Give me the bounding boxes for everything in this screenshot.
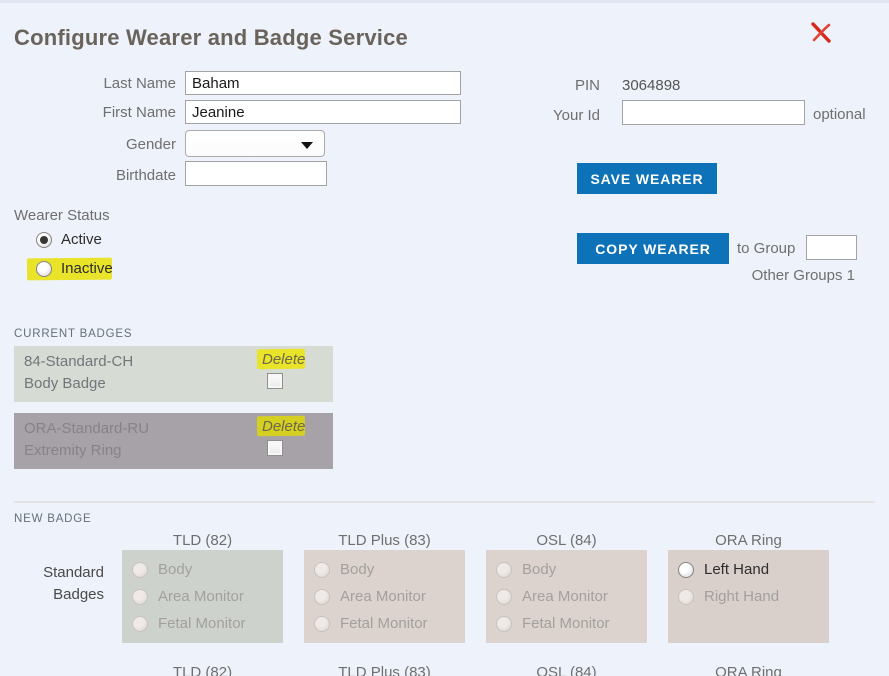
delete-checkbox[interactable] [267,373,283,389]
pin-value: 3064898 [622,77,680,94]
standard-badges-label-line1: Standard [14,562,104,584]
badge-option-row: Right Hand [668,585,829,612]
status-inactive-label: Inactive [61,260,113,277]
close-icon[interactable] [806,17,836,47]
next-column-header-ora-ring: ORA Ring [668,664,829,676]
badge-option-row: Left Hand [668,558,829,585]
column-header-osl: OSL (84) [486,532,647,549]
radio-left-hand-label: Left Hand [704,561,769,578]
next-column-header-tld: TLD (82) [122,664,283,676]
gender-label: Gender [14,136,176,153]
radio-fetal-monitor-label: Fetal Monitor [158,615,246,632]
first-name-label: First Name [14,104,176,121]
last-name-input[interactable] [185,71,461,95]
badge-option-row: Area Monitor [122,585,283,612]
badge-option-row: Area Monitor [304,585,465,612]
radio-fetal-monitor-label: Fetal Monitor [522,615,610,632]
standard-badges-label: Standard Badges [14,562,104,606]
badge-type: Body Badge [24,375,106,392]
new-badge-card-osl: Body Area Monitor Fetal Monitor [486,550,647,643]
current-badge-row: 84-Standard-CH Body Badge Delete [14,346,333,402]
configure-wearer-dialog: Configure Wearer and Badge Service Last … [0,0,889,676]
next-column-header-tld-plus: TLD Plus (83) [304,664,465,676]
copy-wearer-button[interactable]: COPY WEARER [577,233,729,264]
radio-body-label: Body [158,561,192,578]
column-header-tld-plus: TLD Plus (83) [304,532,465,549]
status-radio-active[interactable] [36,232,52,248]
to-group-input[interactable] [806,235,857,260]
badge-option-row: Body [122,558,283,585]
badge-option-row: Area Monitor [486,585,647,612]
new-badge-card-tld-plus: Body Area Monitor Fetal Monitor [304,550,465,643]
radio-area-monitor[interactable] [314,589,330,605]
new-badge-card-ora-ring: Left Hand Right Hand [668,550,829,643]
to-group-label: to Group [737,240,795,257]
page-title: Configure Wearer and Badge Service [14,25,408,51]
radio-area-monitor[interactable] [496,589,512,605]
radio-left-hand[interactable] [678,562,694,578]
radio-area-monitor-label: Area Monitor [522,588,608,605]
your-id-input[interactable] [622,100,805,125]
other-groups-label: Other Groups 1 [737,267,855,284]
badge-code: ORA-Standard-RU [24,420,149,437]
section-divider [14,501,875,503]
radio-fetal-monitor[interactable] [132,616,148,632]
radio-fetal-monitor-label: Fetal Monitor [340,615,428,632]
badge-option-row: Body [486,558,647,585]
wearer-status-label: Wearer Status [14,207,110,224]
badge-option-row: Fetal Monitor [486,612,647,639]
radio-body-label: Body [340,561,374,578]
radio-right-hand-label: Right Hand [704,588,779,605]
birthdate-label: Birthdate [14,167,176,184]
badge-option-row: Fetal Monitor [304,612,465,639]
current-badge-row: ORA-Standard-RU Extremity Ring Delete [14,413,333,469]
first-name-input[interactable] [185,100,461,124]
gender-select[interactable] [185,130,325,157]
your-id-label: Your Id [500,107,600,124]
chevron-down-icon [301,142,313,149]
badge-option-row: Body [304,558,465,585]
new-badge-card-tld: Body Area Monitor Fetal Monitor [122,550,283,643]
your-id-optional-note: optional [813,106,866,123]
radio-fetal-monitor[interactable] [314,616,330,632]
last-name-label: Last Name [14,75,176,92]
pin-label: PIN [500,77,600,94]
column-header-tld: TLD (82) [122,532,283,549]
radio-body[interactable] [132,562,148,578]
radio-fetal-monitor[interactable] [496,616,512,632]
radio-right-hand[interactable] [678,589,694,605]
status-radio-inactive[interactable] [36,261,52,277]
column-header-ora-ring: ORA Ring [668,532,829,549]
status-active-label: Active [61,231,102,248]
standard-badges-label-line2: Badges [14,584,104,606]
current-badges-heading: CURRENT BADGES [14,328,132,340]
delete-link[interactable]: Delete [262,418,305,435]
radio-area-monitor[interactable] [132,589,148,605]
badge-type: Extremity Ring [24,442,122,459]
radio-body[interactable] [314,562,330,578]
radio-area-monitor-label: Area Monitor [340,588,426,605]
radio-body-label: Body [522,561,556,578]
badge-option-row: Fetal Monitor [122,612,283,639]
radio-area-monitor-label: Area Monitor [158,588,244,605]
delete-checkbox[interactable] [267,440,283,456]
save-wearer-button[interactable]: SAVE WEARER [577,163,717,194]
delete-link[interactable]: Delete [262,351,305,368]
radio-body[interactable] [496,562,512,578]
new-badge-heading: NEW BADGE [14,513,92,525]
next-column-header-osl: OSL (84) [486,664,647,676]
badge-code: 84-Standard-CH [24,353,133,370]
birthdate-input[interactable] [185,161,327,186]
